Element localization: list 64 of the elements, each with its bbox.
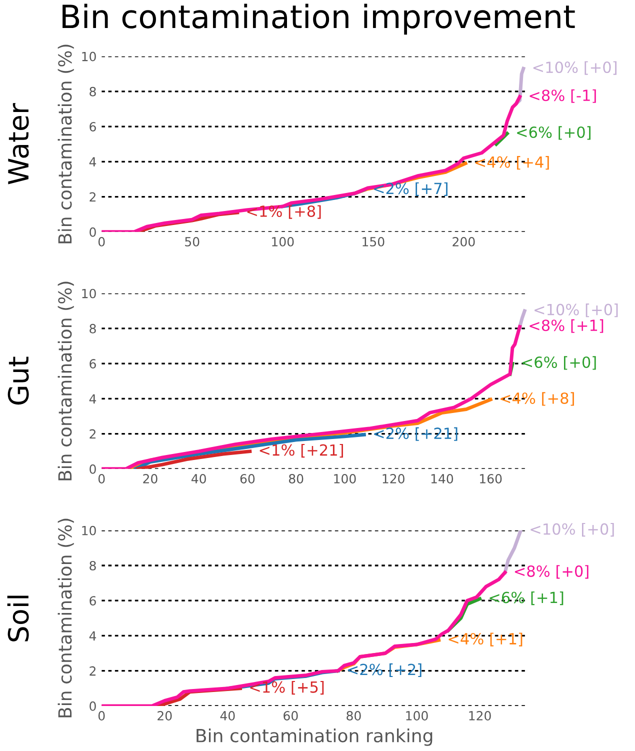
series-label: <6% [+0] bbox=[522, 356, 596, 370]
x-tick-label: 0 bbox=[98, 711, 105, 720]
y-tick-label: 10 bbox=[82, 52, 96, 62]
x-tick-label: 100 bbox=[406, 711, 428, 720]
x-axis-title: Bin contamination ranking bbox=[196, 728, 432, 746]
x-tick-label: 100 bbox=[334, 474, 356, 484]
y-tick-label: 6 bbox=[90, 359, 96, 368]
x-tick-label: 60 bbox=[284, 711, 298, 720]
x-tick-label: 120 bbox=[382, 474, 404, 484]
x-tick-label: 160 bbox=[480, 474, 502, 484]
series-label: <6% [+0] bbox=[517, 126, 590, 140]
y-tick-label: 8 bbox=[90, 86, 96, 96]
y-tick-label: 0 bbox=[90, 701, 96, 711]
series-label: <8% [+1] bbox=[530, 319, 604, 333]
series-label: <4% [+8] bbox=[500, 392, 574, 406]
y-tick-label: 0 bbox=[90, 227, 96, 237]
series-label: <2% [+2] bbox=[348, 663, 422, 678]
x-tick-label: 0 bbox=[98, 236, 105, 246]
x-tick-label: 120 bbox=[469, 711, 491, 720]
x-tick-label: 60 bbox=[240, 474, 255, 484]
series-label: <6% [+1] bbox=[490, 591, 564, 606]
series-label: <2% [+7] bbox=[374, 182, 448, 196]
y-axis-title: Bin contamination (%) bbox=[58, 44, 74, 244]
series-label: <4% [+4] bbox=[475, 156, 549, 170]
text: Soil bbox=[7, 596, 29, 642]
y-tick-label: 10 bbox=[82, 288, 96, 298]
x-tick-label: 20 bbox=[158, 711, 172, 720]
y-tick-label: 4 bbox=[89, 157, 96, 166]
series-label: <10% [+0] bbox=[534, 304, 618, 318]
series-label: <1% [+5] bbox=[250, 680, 324, 695]
y-tick-label: 4 bbox=[89, 631, 96, 640]
y-axis-title: Bin contamination (%) bbox=[58, 518, 74, 718]
x-tick-label: 150 bbox=[362, 236, 384, 246]
text: Water bbox=[8, 103, 29, 184]
series-label: <2% [+21] bbox=[374, 427, 458, 441]
y-axis-title: Bin contamination (%) bbox=[58, 282, 74, 480]
y-tick-label: 2 bbox=[90, 666, 96, 676]
series-label: <10% [+0] bbox=[533, 61, 617, 75]
x-tick-label: 50 bbox=[185, 236, 200, 246]
x-tick-label: 40 bbox=[192, 474, 206, 484]
x-tick-label: 200 bbox=[452, 236, 475, 246]
series-label: <8% [+0] bbox=[514, 565, 588, 579]
y-tick-label: 8 bbox=[90, 560, 96, 570]
x-tick-label: 140 bbox=[431, 474, 454, 484]
y-tick-label: 6 bbox=[90, 122, 96, 132]
x-tick-label: 80 bbox=[346, 711, 361, 720]
series-label: <1% [+21] bbox=[260, 444, 343, 458]
y-tick-label: 2 bbox=[90, 192, 96, 202]
series-label: <10% [+0] bbox=[530, 522, 614, 537]
y-tick-label: 10 bbox=[82, 526, 96, 536]
y-tick-label: 4 bbox=[89, 394, 96, 404]
y-tick-label: 8 bbox=[90, 324, 96, 334]
chart-title: Bin contamination improvement bbox=[62, 4, 575, 35]
y-tick-label: 0 bbox=[90, 464, 96, 474]
series-label: <8% [-1] bbox=[530, 89, 596, 103]
x-tick-label: 80 bbox=[288, 474, 304, 484]
x-tick-label: 40 bbox=[220, 711, 235, 720]
x-tick-label: 100 bbox=[272, 236, 294, 246]
series-label: <4% [+1] bbox=[448, 632, 522, 646]
y-tick-label: 6 bbox=[90, 596, 96, 606]
y-tick-label: 2 bbox=[90, 429, 96, 439]
x-tick-label: 0 bbox=[98, 474, 105, 484]
x-tick-label: 20 bbox=[143, 474, 158, 484]
text: Gut bbox=[8, 356, 29, 405]
